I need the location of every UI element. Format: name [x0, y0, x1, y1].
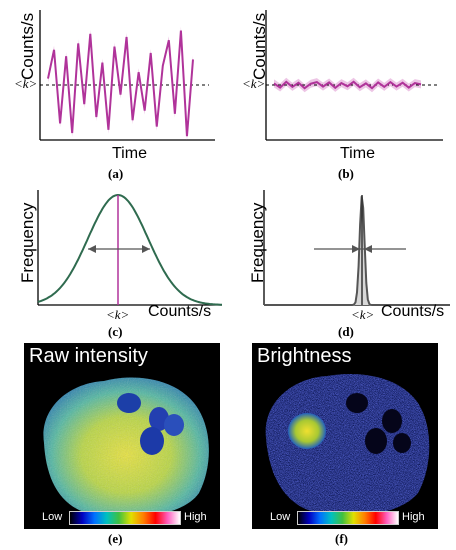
- panel-label-c: (c): [108, 324, 123, 339]
- noise-band: [274, 77, 421, 93]
- image-title-e: Raw intensity: [29, 345, 148, 367]
- panel-label-e: (e): [108, 531, 123, 546]
- scale-low-e: Low: [42, 511, 63, 523]
- mean-label-c: <k>: [106, 307, 130, 322]
- mean-label-b: <k>: [242, 76, 266, 91]
- arrowhead-left: [352, 245, 360, 253]
- arrowhead-right: [142, 245, 150, 253]
- ylabel-c: Frequency: [18, 202, 37, 283]
- raw-intensity-image: Raw intensity Low High: [24, 343, 220, 529]
- xlabel-b: Time: [340, 145, 375, 162]
- plot-c: [37, 190, 222, 306]
- distribution-curve: [37, 193, 222, 306]
- plot-b: [265, 10, 443, 141]
- brightness-image: Brightness Low High: [252, 343, 438, 529]
- colorscale-e: [69, 511, 181, 525]
- brightness-cell: [265, 373, 430, 517]
- mean-label-d: <k>: [351, 307, 375, 322]
- panel-a: Counts/s Time <k> (a): [0, 0, 228, 185]
- ylabel-a: Counts/s: [18, 12, 37, 80]
- image-title-f: Brightness: [257, 345, 352, 367]
- panel-label-d: (d): [338, 324, 354, 339]
- scale-low-f: Low: [270, 511, 291, 523]
- mean-label-a: <k>: [14, 76, 38, 91]
- scale-high-e: High: [184, 511, 207, 523]
- colorscale-f: [297, 511, 399, 525]
- noise-band: [48, 26, 193, 141]
- ylabel-b: Counts/s: [250, 12, 269, 80]
- plot-a: [39, 10, 215, 141]
- ylabel-d: Frequency: [248, 202, 267, 283]
- intensity-trace: [47, 30, 194, 137]
- distribution-curve: [264, 196, 450, 306]
- panel-label-a: (a): [108, 166, 124, 181]
- panel-d: Frequency <k> Counts/s (d): [228, 185, 456, 340]
- xlabel-a: Time: [112, 145, 147, 162]
- arrowhead-left: [88, 245, 96, 253]
- scale-high-f: High: [402, 511, 425, 523]
- arrowhead-right: [364, 245, 372, 253]
- xlabel-c: Counts/s: [148, 303, 212, 320]
- plot-d: [263, 190, 450, 306]
- panel-b: Counts/s Time <k> (b): [228, 0, 456, 185]
- panel-label-f: (f): [335, 531, 348, 546]
- xlabel-d: Counts/s: [381, 303, 445, 320]
- raw-intensity-cell: [43, 377, 209, 519]
- panel-label-b: (b): [338, 166, 354, 181]
- panel-c: Frequency <k> Counts/s (c): [0, 185, 228, 340]
